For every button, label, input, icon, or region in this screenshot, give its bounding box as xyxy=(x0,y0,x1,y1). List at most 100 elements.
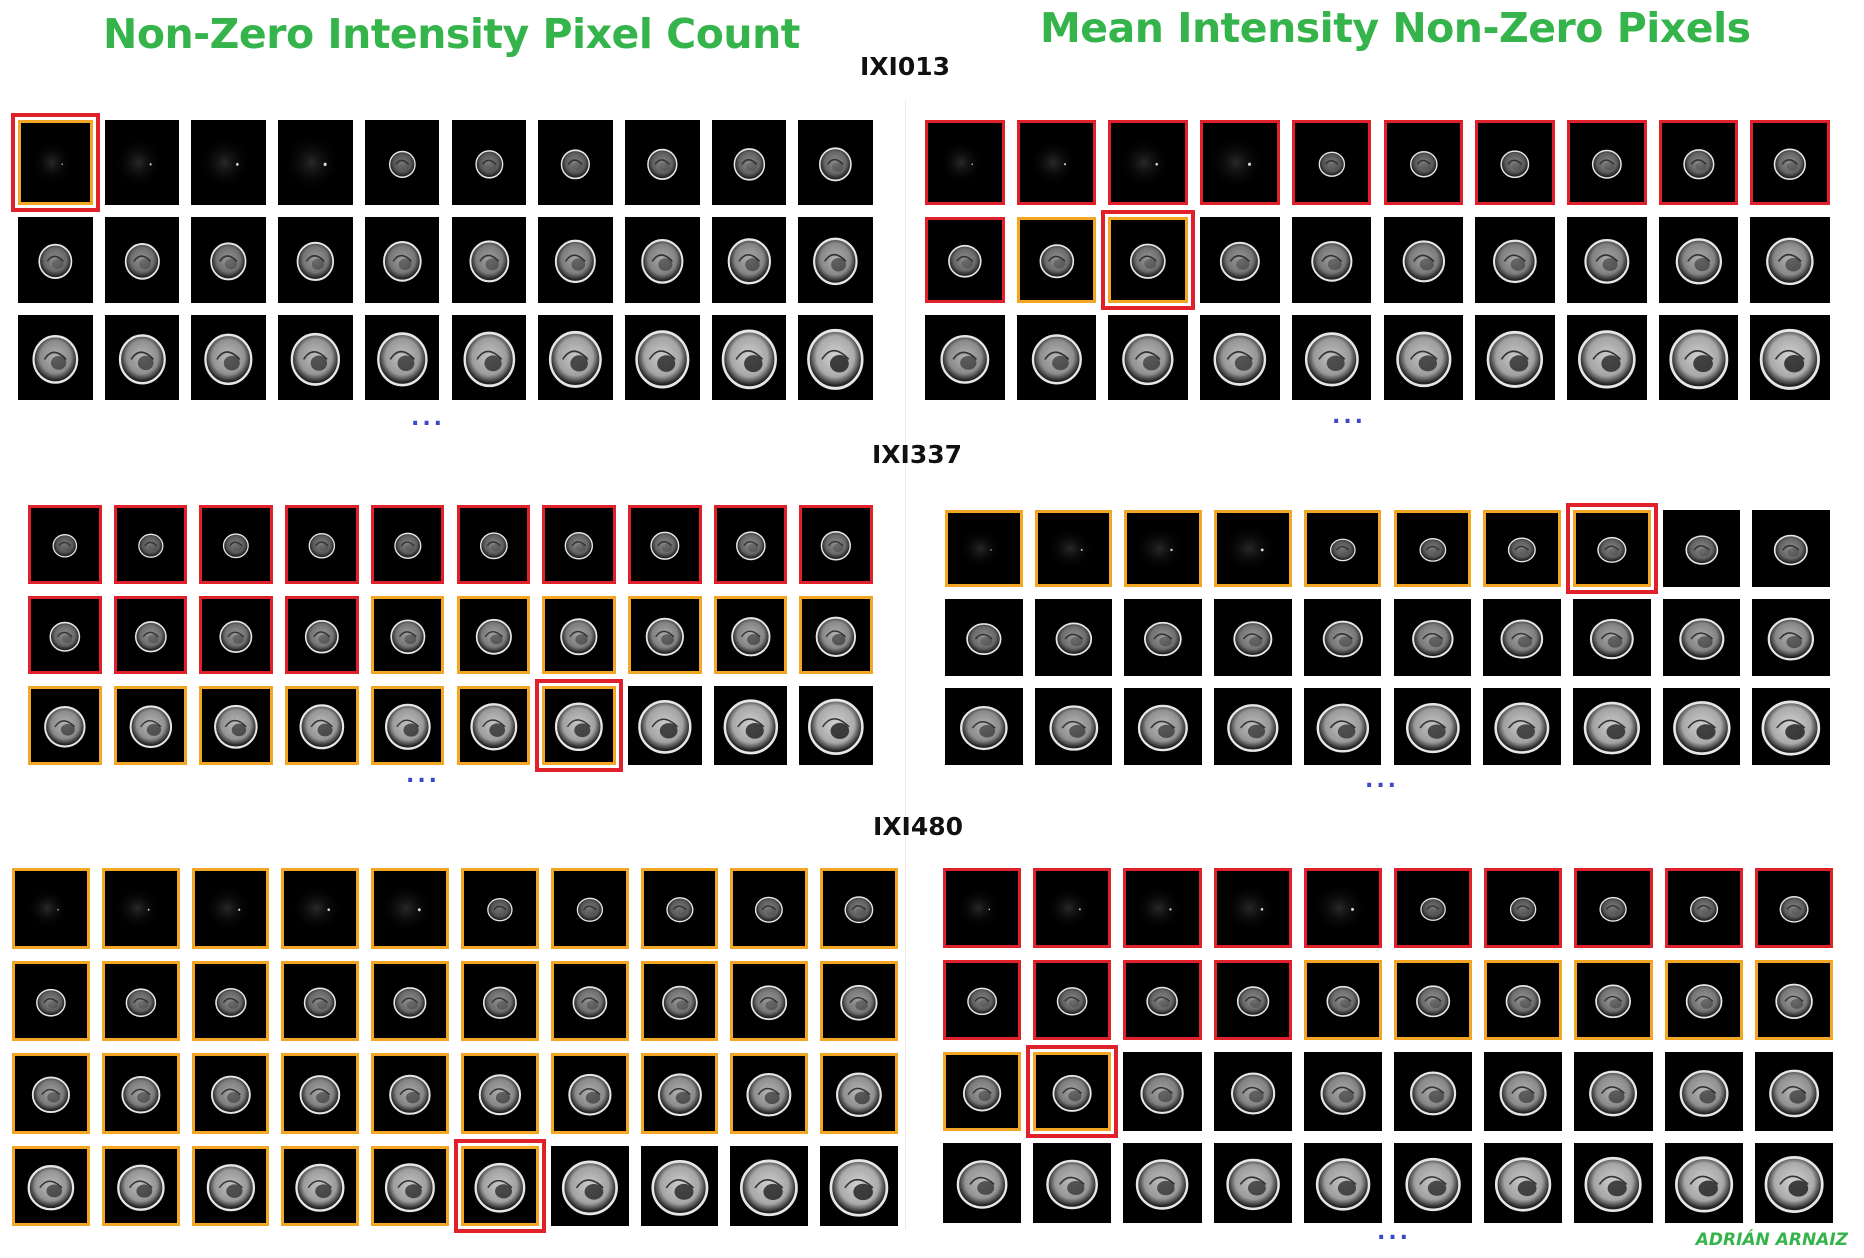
mri-slice-thumbnail xyxy=(1662,688,1741,765)
mri-slice-thumbnail xyxy=(550,1145,629,1226)
mri-slice-thumbnail xyxy=(925,217,1005,303)
mri-slice-thumbnail xyxy=(1303,1143,1382,1223)
mri-slice-thumbnail xyxy=(104,314,180,400)
mri-slice-thumbnail xyxy=(456,595,531,675)
mri-slice-thumbnail xyxy=(281,1053,360,1134)
mri-slice-thumbnail xyxy=(12,960,90,1041)
mri-slice-thumbnail xyxy=(101,1145,180,1226)
slice-grid-ixi337-left xyxy=(28,505,873,772)
mri-slice-thumbnail xyxy=(820,868,898,949)
mri-slice-thumbnail xyxy=(28,595,102,675)
mri-slice-thumbnail xyxy=(798,217,873,303)
mri-slice-thumbnail xyxy=(191,960,270,1041)
mri-slice-thumbnail xyxy=(1026,1044,1119,1139)
mri-slice-thumbnail xyxy=(104,120,180,206)
mri-slice-thumbnail xyxy=(1124,599,1203,676)
mri-slice-thumbnail xyxy=(1566,314,1647,400)
slice-grid-ixi013-right xyxy=(925,120,1830,400)
mri-slice-thumbnail xyxy=(12,868,90,949)
mri-slice-thumbnail xyxy=(640,960,719,1041)
mri-slice-thumbnail xyxy=(1483,599,1561,676)
slice-grid-ixi480-left xyxy=(12,868,898,1233)
mri-slice-thumbnail xyxy=(1754,1143,1833,1223)
mri-slice-thumbnail xyxy=(1383,217,1464,303)
mri-slice-thumbnail xyxy=(12,1145,90,1226)
mri-slice-thumbnail xyxy=(456,686,531,765)
mri-slice-thumbnail xyxy=(1664,1051,1743,1132)
mri-slice-thumbnail xyxy=(1303,1051,1382,1132)
mri-slice-thumbnail xyxy=(191,120,267,206)
mri-slice-thumbnail xyxy=(1475,314,1555,400)
mri-slice-thumbnail xyxy=(28,686,102,765)
mri-slice-thumbnail xyxy=(1291,314,1372,400)
mri-slice-thumbnail xyxy=(454,1138,546,1233)
mri-slice-thumbnail xyxy=(281,868,360,949)
mri-slice-thumbnail xyxy=(191,217,267,303)
mri-slice-thumbnail xyxy=(1658,217,1739,303)
mri-slice-thumbnail xyxy=(730,960,809,1041)
mri-slice-thumbnail xyxy=(1394,868,1473,948)
mri-slice-thumbnail xyxy=(1754,1051,1833,1132)
mri-slice-thumbnail xyxy=(1484,1051,1563,1132)
mri-slice-thumbnail xyxy=(925,314,1005,400)
mri-slice-thumbnail xyxy=(1033,868,1112,948)
mri-slice-thumbnail xyxy=(278,120,353,206)
mri-slice-thumbnail xyxy=(943,1051,1022,1132)
mri-slice-thumbnail xyxy=(1034,688,1113,765)
mri-slice-thumbnail xyxy=(371,1053,449,1134)
mri-slice-thumbnail xyxy=(1200,314,1280,400)
mri-slice-thumbnail xyxy=(1574,1051,1653,1132)
mri-slice-thumbnail xyxy=(1658,314,1739,400)
mri-slice-thumbnail xyxy=(101,1053,180,1134)
mri-slice-thumbnail xyxy=(199,686,274,765)
mri-slice-thumbnail xyxy=(18,217,93,303)
mri-slice-thumbnail xyxy=(1394,1143,1473,1223)
mri-slice-thumbnail xyxy=(451,120,527,206)
mri-slice-thumbnail xyxy=(1750,120,1830,206)
mri-slice-thumbnail xyxy=(456,505,531,584)
mri-slice-thumbnail xyxy=(191,868,270,949)
mri-slice-thumbnail xyxy=(1291,217,1372,303)
mri-slice-thumbnail xyxy=(370,595,445,675)
mri-slice-thumbnail xyxy=(113,595,188,675)
mri-slice-thumbnail xyxy=(550,1053,629,1134)
mri-slice-thumbnail xyxy=(364,120,440,206)
mri-slice-thumbnail xyxy=(1033,1143,1112,1223)
mri-slice-thumbnail xyxy=(1034,599,1113,676)
mri-slice-thumbnail xyxy=(945,599,1023,676)
mri-slice-thumbnail xyxy=(730,868,809,949)
mri-slice-thumbnail xyxy=(538,217,613,303)
mri-slice-thumbnail xyxy=(370,505,445,584)
mri-slice-thumbnail xyxy=(371,1145,449,1226)
mri-slice-thumbnail xyxy=(1101,210,1196,310)
mri-slice-thumbnail xyxy=(1123,868,1202,948)
mri-slice-thumbnail xyxy=(11,112,100,213)
author-credit: ADRIÁN ARNAIZ xyxy=(1695,1230,1848,1250)
mri-slice-thumbnail xyxy=(461,960,539,1041)
mri-slice-thumbnail xyxy=(191,1145,270,1226)
mri-slice-thumbnail xyxy=(101,868,180,949)
mri-slice-thumbnail xyxy=(1016,314,1097,400)
mri-slice-thumbnail xyxy=(1572,599,1651,676)
mri-slice-thumbnail xyxy=(538,120,613,206)
mri-slice-thumbnail xyxy=(285,686,359,765)
left-panel-title: Non-Zero Intensity Pixel Count xyxy=(103,10,800,58)
mri-slice-thumbnail xyxy=(113,505,188,584)
mri-slice-thumbnail xyxy=(1303,868,1382,948)
mri-slice-thumbnail xyxy=(1752,510,1830,587)
mri-slice-thumbnail xyxy=(535,679,623,772)
mri-slice-thumbnail xyxy=(1658,120,1739,206)
mri-slice-thumbnail xyxy=(798,314,873,400)
mri-slice-thumbnail xyxy=(1475,217,1555,303)
mri-slice-thumbnail xyxy=(1303,959,1382,1040)
mri-slice-thumbnail xyxy=(364,217,440,303)
subject-label-ixi013: IXI013 xyxy=(859,52,951,81)
mri-slice-thumbnail xyxy=(1016,217,1097,303)
mri-slice-thumbnail xyxy=(820,960,898,1041)
mri-slice-thumbnail xyxy=(1664,868,1743,948)
mri-slice-thumbnail xyxy=(1750,217,1830,303)
mri-slice-thumbnail xyxy=(1124,688,1203,765)
mri-slice-thumbnail xyxy=(278,314,353,400)
mri-slice-thumbnail xyxy=(1750,314,1830,400)
mri-slice-thumbnail xyxy=(640,868,719,949)
